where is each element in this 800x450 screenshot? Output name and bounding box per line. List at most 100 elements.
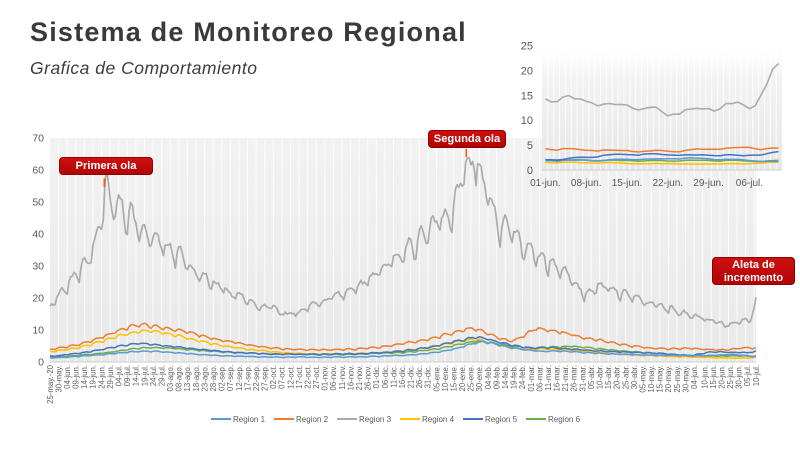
svg-text:25-abr.: 25-abr. — [621, 365, 630, 389]
svg-text:15-jun.: 15-jun. — [612, 178, 643, 189]
svg-text:15-may.: 15-may. — [656, 365, 665, 393]
svg-text:06-jul.: 06-jul. — [736, 178, 763, 189]
svg-text:21-nov.: 21-nov. — [355, 365, 364, 390]
svg-text:10-jun.: 10-jun. — [700, 365, 709, 389]
svg-text:26-dic.: 26-dic. — [415, 365, 424, 388]
svg-text:10-ene.: 10-ene. — [441, 365, 450, 391]
svg-text:24-feb.: 24-feb. — [518, 365, 527, 389]
svg-text:06-dic.: 06-dic. — [381, 365, 390, 388]
svg-text:01-nov.: 01-nov. — [321, 365, 330, 390]
svg-text:21-dic.: 21-dic. — [407, 365, 416, 388]
svg-text:05-may.: 05-may. — [638, 365, 647, 393]
svg-text:15-jun.: 15-jun. — [709, 365, 718, 389]
svg-text:30-may.: 30-may. — [681, 365, 690, 393]
svg-text:24-jul.: 24-jul. — [149, 365, 158, 386]
svg-text:30: 30 — [32, 261, 44, 273]
svg-text:30-jun.: 30-jun. — [735, 365, 744, 389]
svg-text:04-jun.: 04-jun. — [690, 365, 699, 389]
svg-text:25: 25 — [521, 41, 533, 53]
svg-text:10-abr.: 10-abr. — [596, 365, 605, 389]
svg-text:30-abr.: 30-abr. — [630, 365, 639, 389]
svg-text:14-feb.: 14-feb. — [501, 365, 510, 389]
svg-text:30-may.: 30-may. — [54, 365, 63, 393]
svg-text:15-abr.: 15-abr. — [604, 365, 613, 389]
svg-text:10-jul.: 10-jul. — [752, 365, 761, 386]
svg-text:Region 3: Region 3 — [359, 415, 392, 424]
svg-text:10-may.: 10-may. — [647, 365, 656, 393]
svg-text:12-oct.: 12-oct. — [286, 365, 295, 389]
svg-text:06-mar.: 06-mar. — [535, 365, 544, 391]
svg-text:17-oct.: 17-oct. — [295, 365, 304, 389]
svg-text:40: 40 — [32, 229, 44, 241]
svg-text:01-mar.: 01-mar. — [527, 365, 536, 391]
svg-text:25-may.: 25-may. — [673, 365, 682, 393]
svg-text:16-mar.: 16-mar. — [553, 365, 562, 391]
svg-text:10: 10 — [32, 325, 44, 337]
svg-text:22-oct.: 22-oct. — [304, 365, 313, 389]
svg-text:Region 2: Region 2 — [296, 415, 329, 424]
svg-text:24-jun.: 24-jun. — [97, 365, 106, 389]
svg-text:50: 50 — [32, 197, 44, 209]
svg-text:26-mar.: 26-mar. — [570, 365, 579, 391]
svg-text:0: 0 — [38, 357, 44, 369]
svg-text:03-ago.: 03-ago. — [166, 365, 175, 391]
svg-text:04-jul.: 04-jul. — [115, 365, 124, 386]
svg-text:25-may.-20: 25-may.-20 — [46, 364, 55, 404]
svg-text:20-ene.: 20-ene. — [458, 365, 467, 391]
svg-text:09-feb.: 09-feb. — [492, 365, 501, 389]
svg-text:05-ene.: 05-ene. — [432, 365, 441, 391]
svg-text:5: 5 — [527, 140, 533, 152]
svg-text:09-jun.: 09-jun. — [72, 365, 81, 389]
svg-text:01-jun.: 01-jun. — [530, 178, 561, 189]
svg-text:20: 20 — [32, 293, 44, 305]
svg-text:29-jul.: 29-jul. — [158, 365, 167, 386]
svg-text:19-jun.: 19-jun. — [89, 365, 98, 389]
svg-text:25-jun.: 25-jun. — [726, 365, 735, 389]
svg-text:12-sep.: 12-sep. — [235, 365, 244, 391]
svg-text:16-nov.: 16-nov. — [346, 365, 355, 390]
svg-text:27-oct.: 27-oct. — [312, 365, 321, 389]
svg-text:23-ago.: 23-ago. — [200, 365, 209, 391]
svg-text:19-jul.: 19-jul. — [140, 365, 149, 386]
svg-text:14-jul.: 14-jul. — [132, 365, 141, 386]
svg-text:07-sep.: 07-sep. — [226, 365, 235, 391]
svg-text:29-jun.: 29-jun. — [693, 178, 724, 189]
svg-text:22-jun.: 22-jun. — [653, 178, 684, 189]
svg-text:05-abr.: 05-abr. — [587, 365, 596, 389]
svg-text:21-mar.: 21-mar. — [561, 365, 570, 391]
svg-text:Region 5: Region 5 — [485, 415, 518, 424]
svg-text:04-jun.: 04-jun. — [63, 365, 72, 389]
svg-text:29-jun.: 29-jun. — [106, 365, 115, 389]
svg-text:22-sep.: 22-sep. — [252, 365, 261, 391]
svg-text:Region 6: Region 6 — [548, 415, 581, 424]
svg-text:11-dic.: 11-dic. — [389, 365, 398, 388]
svg-text:20: 20 — [521, 65, 533, 77]
svg-text:04-feb.: 04-feb. — [484, 365, 493, 389]
svg-text:31-dic.: 31-dic. — [424, 365, 433, 388]
svg-text:08-ago.: 08-ago. — [175, 365, 184, 391]
svg-text:20-jun.: 20-jun. — [717, 365, 726, 389]
svg-text:15: 15 — [521, 90, 533, 102]
svg-text:06-nov.: 06-nov. — [329, 365, 338, 390]
svg-text:08-jun.: 08-jun. — [571, 178, 602, 189]
svg-text:20-abr.: 20-abr. — [613, 365, 622, 389]
svg-text:11-mar.: 11-mar. — [544, 365, 553, 391]
svg-text:31-mar.: 31-mar. — [578, 365, 587, 391]
svg-text:70: 70 — [32, 133, 44, 145]
svg-text:60: 60 — [32, 165, 44, 177]
svg-text:02-sep.: 02-sep. — [218, 365, 227, 391]
svg-text:30-ene.: 30-ene. — [475, 365, 484, 391]
svg-text:18-ago.: 18-ago. — [192, 365, 201, 391]
svg-text:11-nov.: 11-nov. — [338, 365, 347, 390]
svg-text:09-jul.: 09-jul. — [123, 365, 132, 386]
svg-text:10: 10 — [521, 115, 533, 127]
svg-text:0: 0 — [527, 165, 533, 177]
svg-text:26-nov.: 26-nov. — [364, 365, 373, 390]
svg-text:14-jun.: 14-jun. — [80, 365, 89, 389]
svg-text:05-jul.: 05-jul. — [743, 365, 752, 386]
svg-text:17-sep.: 17-sep. — [243, 365, 252, 391]
svg-text:27-sep.: 27-sep. — [261, 365, 270, 391]
svg-text:02-oct.: 02-oct. — [269, 365, 278, 389]
svg-text:25-ene.: 25-ene. — [467, 365, 476, 391]
svg-text:Region 4: Region 4 — [422, 415, 455, 424]
